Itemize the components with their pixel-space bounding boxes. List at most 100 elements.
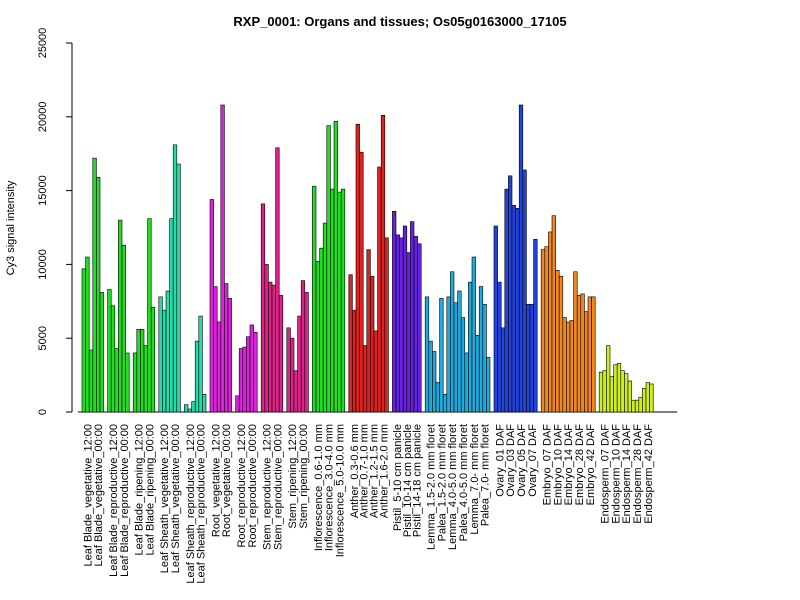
bar bbox=[355, 123, 360, 413]
bar bbox=[642, 388, 647, 413]
x-tick-label: Leaf Sheath_reproductive_00:00 bbox=[196, 424, 208, 584]
bar bbox=[172, 144, 178, 413]
bar bbox=[478, 286, 484, 413]
x-tick-label: Root_vegetative_12:00 bbox=[210, 424, 222, 537]
bar bbox=[413, 236, 418, 413]
bar bbox=[359, 151, 364, 413]
bar bbox=[184, 404, 189, 413]
bar bbox=[410, 221, 415, 413]
x-tick-label: Inflorescence_3.0-4.0 mm bbox=[324, 424, 336, 551]
bar bbox=[624, 373, 629, 413]
bar bbox=[439, 298, 444, 413]
bar bbox=[260, 203, 266, 413]
bar bbox=[493, 225, 498, 413]
x-tick-label: Leaf Sheath_reproductive_12:00 bbox=[185, 424, 197, 584]
bar bbox=[475, 334, 480, 413]
bar bbox=[227, 298, 232, 413]
x-tick-label: Embryo_28 DAF bbox=[574, 424, 586, 506]
bar bbox=[576, 295, 582, 413]
bar bbox=[271, 284, 276, 413]
x-tick-label: Leaf Sheath_vegetative_12:00 bbox=[159, 424, 171, 573]
bar bbox=[249, 324, 254, 413]
bar bbox=[518, 104, 524, 413]
x-tick-label: Palea_4.0-5.0 mm floret bbox=[458, 424, 470, 541]
bar bbox=[315, 261, 320, 413]
bar bbox=[631, 399, 636, 413]
bar bbox=[511, 205, 516, 413]
bar bbox=[202, 393, 207, 413]
bar bbox=[384, 237, 389, 413]
bar bbox=[85, 256, 90, 413]
bar bbox=[191, 401, 196, 413]
bar bbox=[194, 340, 200, 413]
bar bbox=[649, 383, 654, 413]
bar bbox=[406, 252, 411, 413]
y-axis: 0 5000 10000 15000 20000 25000 bbox=[37, 28, 73, 415]
bar bbox=[544, 246, 549, 413]
x-tick-label: Pistil_14-18 cm panicle bbox=[411, 424, 423, 537]
bar bbox=[580, 293, 585, 413]
bar bbox=[482, 303, 487, 413]
bar bbox=[216, 321, 222, 413]
bar bbox=[88, 349, 94, 413]
x-tick-label: Embryo_07 DAF bbox=[542, 424, 554, 506]
y-tick-label: 0 bbox=[37, 409, 49, 415]
bar bbox=[150, 306, 156, 413]
x-tick-label: Leaf Blade_ripening_00:00 bbox=[144, 424, 156, 556]
y-tick-label: 5000 bbox=[37, 326, 49, 350]
x-tick-label: Embryo_10 DAF bbox=[552, 424, 564, 506]
bar bbox=[253, 331, 258, 413]
x-tick-label: Leaf Sheath_vegetative_00:00 bbox=[170, 424, 182, 573]
x-tick-label: Endosperm_10 DAF bbox=[610, 424, 622, 524]
bar bbox=[573, 271, 578, 413]
x-tick-label: Stem_ripening_00:00 bbox=[298, 424, 310, 529]
bar bbox=[377, 166, 382, 413]
bar bbox=[162, 309, 167, 413]
bar bbox=[526, 303, 531, 413]
x-tick-label: Stem_reproductive_00:00 bbox=[272, 424, 284, 550]
bar bbox=[366, 249, 371, 413]
bar bbox=[92, 157, 97, 413]
bar bbox=[322, 222, 328, 413]
bar bbox=[121, 244, 126, 413]
x-tick-label: Pistil_10-14 cm panicle bbox=[402, 424, 414, 537]
x-tick-label: Lemma_1.5-2.0 mm floret bbox=[426, 424, 438, 550]
chart-title: RXP_0001: Organs and tissues; Os05g01630… bbox=[233, 14, 566, 29]
bar bbox=[125, 352, 130, 413]
bar bbox=[293, 370, 298, 413]
bar bbox=[110, 305, 116, 413]
x-tick-label: Embryo_14 DAF bbox=[563, 424, 575, 506]
x-tick-label: Palea_7.0- mm floret bbox=[480, 424, 492, 526]
bar bbox=[242, 346, 247, 413]
x-tick-label: Leaf Blade_vegetative_00:00 bbox=[93, 424, 105, 567]
bar bbox=[500, 327, 506, 413]
bar bbox=[304, 292, 309, 413]
bar bbox=[333, 120, 338, 413]
bar bbox=[147, 218, 152, 413]
x-tick-label: Leaf Blade_reproductive_00:00 bbox=[119, 424, 131, 577]
bar bbox=[558, 275, 564, 413]
bar bbox=[264, 264, 269, 413]
bar bbox=[176, 163, 181, 413]
bar bbox=[435, 382, 440, 413]
bar bbox=[504, 188, 509, 413]
bar bbox=[540, 249, 546, 413]
bar bbox=[533, 239, 538, 413]
bar bbox=[224, 283, 229, 413]
bar bbox=[468, 281, 473, 413]
x-tick-label: Endosperm_07 DAF bbox=[600, 424, 612, 524]
bar bbox=[213, 286, 218, 413]
bar bbox=[118, 219, 123, 413]
bar bbox=[613, 364, 618, 413]
bar bbox=[548, 231, 553, 413]
bar bbox=[235, 395, 240, 413]
x-tick-label: Ovary_01 DAF bbox=[494, 424, 506, 497]
bar bbox=[81, 268, 86, 413]
bar bbox=[392, 210, 397, 413]
bar bbox=[442, 393, 448, 413]
bar bbox=[395, 234, 400, 413]
x-tick-label: Root_reproductive_00:00 bbox=[247, 424, 259, 548]
